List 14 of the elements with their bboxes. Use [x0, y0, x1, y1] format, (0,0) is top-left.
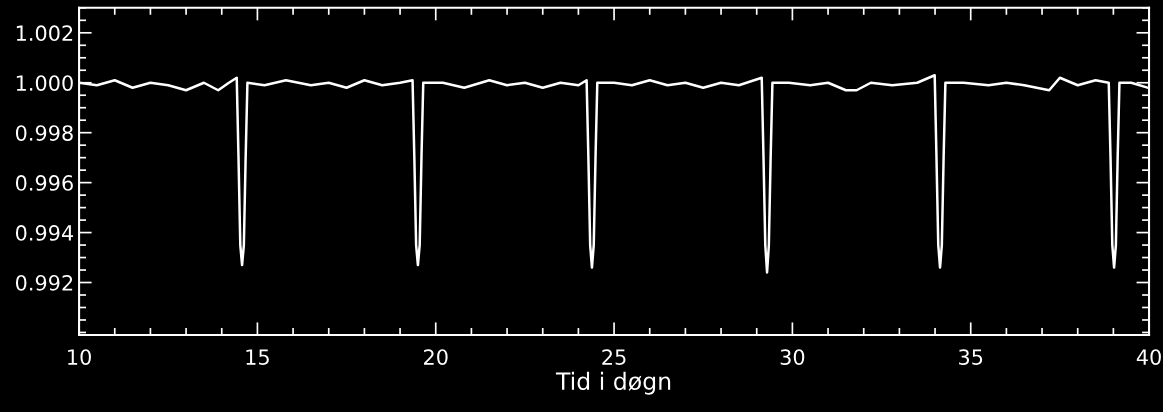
y-tick-label: 0.998 — [15, 125, 73, 141]
y-tick-label: 0.992 — [15, 274, 73, 291]
y-tick-label: 1.002 — [16, 25, 73, 42]
x-tick-label: 20 — [424, 349, 448, 365]
x-tick-label: 30 — [780, 349, 805, 365]
x-axis-title: Tid i døgn — [555, 371, 671, 395]
x-tick-label: 15 — [246, 349, 269, 365]
y-tick-label: 0.996 — [15, 175, 73, 191]
x-tick-label: 35 — [959, 349, 983, 365]
x-tick-label: 40 — [1136, 349, 1161, 365]
y-tick-label: 0.994 — [15, 225, 74, 241]
x-tick-label: 25 — [602, 349, 626, 365]
x-tick-label: 10 — [68, 349, 91, 365]
y-tick-label: 1.000 — [16, 75, 73, 91]
